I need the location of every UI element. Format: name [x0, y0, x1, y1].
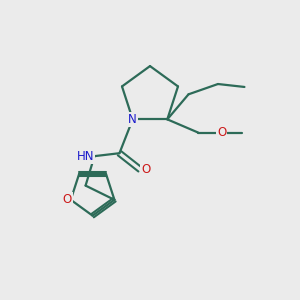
- Text: O: O: [63, 193, 72, 206]
- Text: N: N: [128, 113, 137, 126]
- Text: O: O: [141, 163, 151, 176]
- Text: O: O: [217, 126, 226, 139]
- Text: HN: HN: [77, 150, 94, 163]
